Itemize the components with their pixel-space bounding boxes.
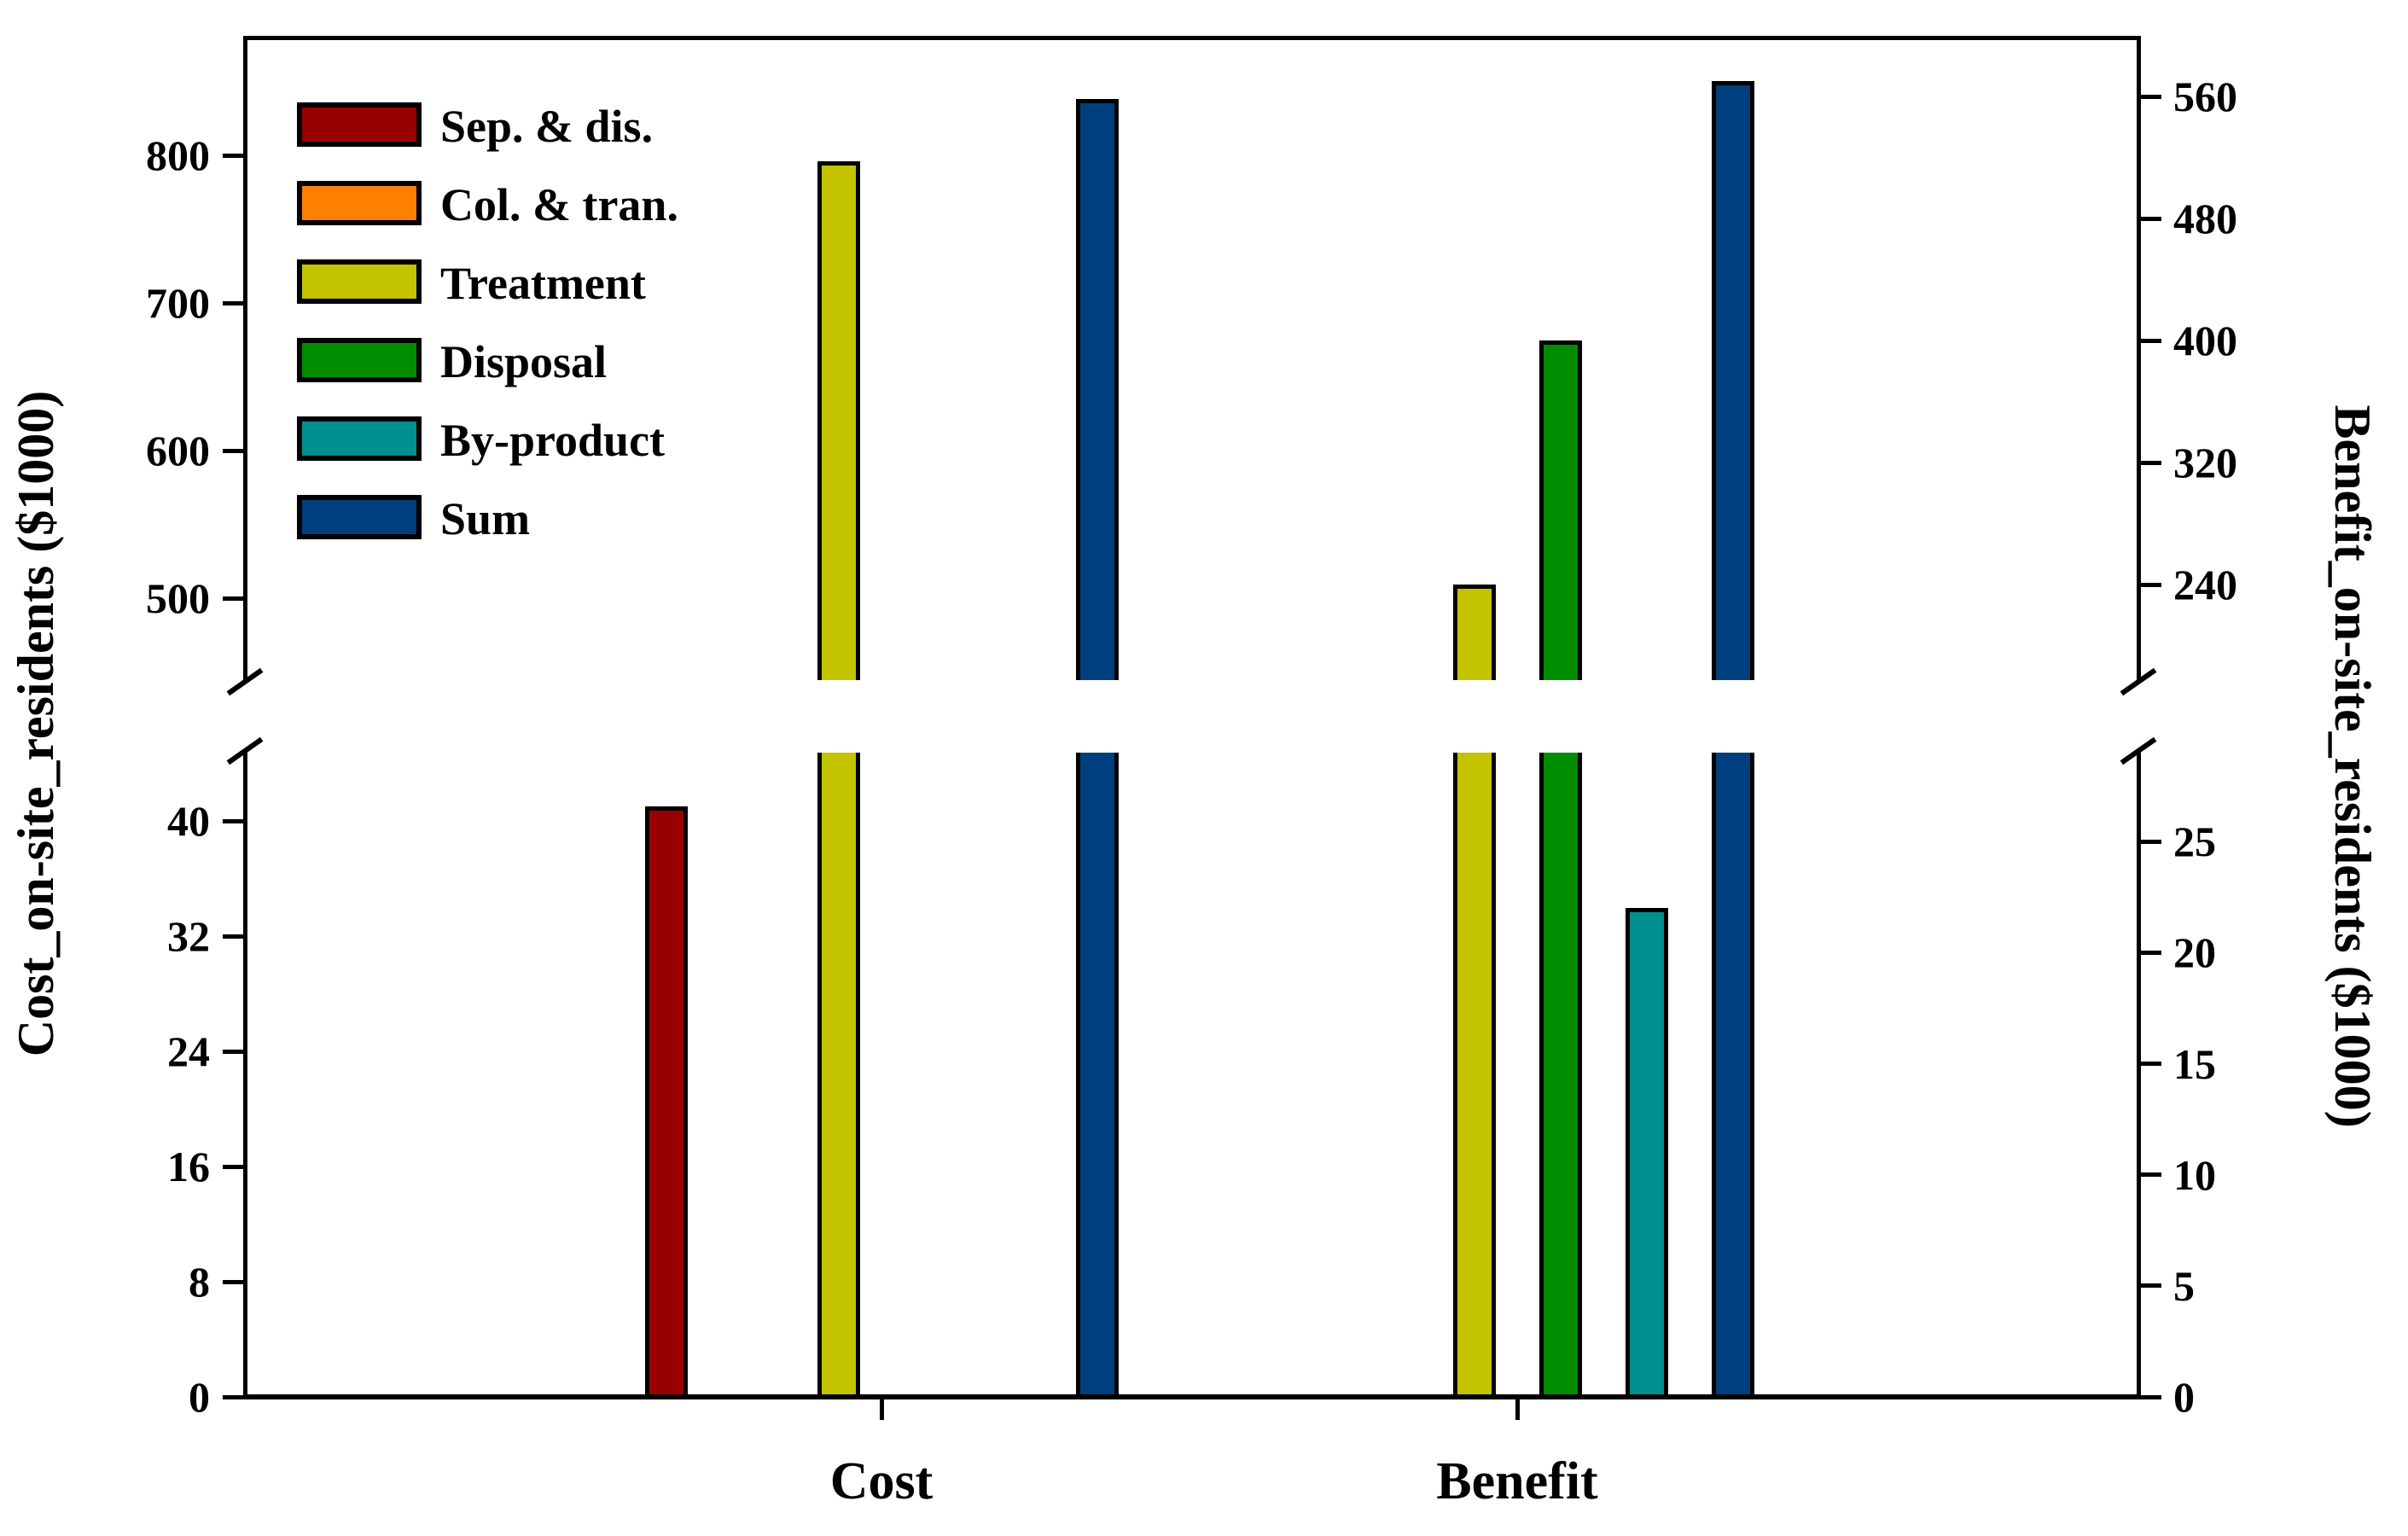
left-spine-upper <box>243 36 247 680</box>
legend-label-sep-dis: Sep. & dis. <box>440 101 654 152</box>
right-bottom-25-label: 25 <box>2173 817 2216 866</box>
legend-item-sum: Sum <box>297 495 894 543</box>
left-top-700-label: 700 <box>146 279 210 327</box>
left-top-500-label: 500 <box>146 574 210 622</box>
legend-swatch-treatment <box>297 259 422 304</box>
left-bottom-0-label: 0 <box>189 1373 210 1421</box>
legend-swatch-sep-dis <box>297 102 422 147</box>
left-top-500-tick <box>223 596 243 601</box>
right-top-240-tick <box>2141 582 2161 587</box>
right-axis-title: Benefit_on-site_residents ($1000) <box>2324 404 2381 1128</box>
left-bottom-16-label: 16 <box>167 1143 210 1190</box>
bar-cost-sum-upper <box>1075 99 1119 680</box>
plot-top-border <box>243 36 2141 40</box>
left-top-700-tick <box>223 300 243 305</box>
right-bottom-5-label: 5 <box>2173 1261 2195 1310</box>
right-top-400-label: 400 <box>2173 317 2237 364</box>
legend-swatch-sum <box>297 495 422 539</box>
right-top-480-tick <box>2141 216 2161 221</box>
legend-swatch-col-tran <box>297 181 422 225</box>
legend-label-col-tran: Col. & tran. <box>440 179 678 230</box>
left-bottom-40-tick <box>223 818 243 823</box>
legend-label-disposal: Disposal <box>440 336 608 387</box>
right-spine-lower <box>2137 753 2141 1397</box>
right-top-240-label: 240 <box>2173 561 2237 608</box>
legend-item-treatment: Treatment <box>297 259 894 307</box>
bar-benefit-sum-lower <box>1711 753 1754 1397</box>
left-bottom-24-label: 24 <box>167 1027 210 1075</box>
right-top-320-label: 320 <box>2173 439 2237 486</box>
legend-label-treatment: Treatment <box>440 258 646 309</box>
legend-item-by-product: By-product <box>297 416 894 464</box>
legend-item-col-tran: Col. & tran. <box>297 181 894 229</box>
legend-label-sum: Sum <box>440 493 531 544</box>
right-bottom-0-label: 0 <box>2173 1373 2195 1421</box>
right-top-320-tick <box>2141 460 2161 465</box>
x-label-benefit: Benefit <box>1436 1452 1598 1510</box>
left-bottom-40-label: 40 <box>167 797 210 845</box>
bar-benefit-treatment-lower <box>1452 753 1496 1397</box>
bar-benefit-treatment-upper <box>1452 585 1496 680</box>
right-top-480-label: 480 <box>2173 195 2237 242</box>
bar-benefit-sum-upper <box>1711 81 1754 680</box>
right-top-560-label: 560 <box>2173 73 2237 120</box>
left-bottom-0-tick <box>223 1394 243 1399</box>
right-spine-upper <box>2137 36 2141 680</box>
x-tick-benefit <box>1515 1399 1520 1420</box>
left-bottom-24-tick <box>223 1049 243 1054</box>
right-bottom-10-label: 10 <box>2173 1150 2216 1199</box>
legend-label-by-product: By-product <box>440 415 666 466</box>
bar-cost-treatment-lower <box>817 753 860 1397</box>
legend-item-disposal: Disposal <box>297 338 894 386</box>
left-spine-lower <box>243 753 247 1397</box>
legend-swatch-disposal <box>297 338 422 382</box>
left-top-800-label: 800 <box>146 131 210 179</box>
right-bottom-20-label: 20 <box>2173 928 2216 977</box>
left-bottom-8-tick <box>223 1279 243 1284</box>
bar-benefit-by-product <box>1625 908 1668 1397</box>
left-top-800-tick <box>223 153 243 158</box>
bar-benefit-disposal-upper <box>1538 340 1582 680</box>
bar-cost-sep-dis <box>644 806 688 1397</box>
right-top-560-tick <box>2141 94 2161 99</box>
left-top-600-label: 600 <box>146 427 210 474</box>
x-axis-line <box>243 1394 2141 1399</box>
legend-item-sep-dis: Sep. & dis. <box>297 102 894 150</box>
right-bottom-5-tick <box>2141 1283 2161 1289</box>
bar-benefit-disposal-lower <box>1538 753 1582 1397</box>
x-tick-cost <box>879 1399 884 1420</box>
legend-swatch-by-product <box>297 416 422 461</box>
left-bottom-16-tick <box>223 1164 243 1169</box>
left-bottom-32-tick <box>223 934 243 939</box>
right-bottom-25-tick <box>2141 839 2161 844</box>
x-label-cost: Cost <box>829 1452 934 1510</box>
right-bottom-20-tick <box>2141 950 2161 955</box>
bar-cost-treatment-upper <box>817 160 860 680</box>
right-bottom-10-tick <box>2141 1172 2161 1178</box>
right-bottom-15-label: 15 <box>2173 1039 2216 1088</box>
left-top-600-tick <box>223 448 243 453</box>
bar-cost-sum-lower <box>1075 753 1119 1397</box>
right-bottom-15-tick <box>2141 1062 2161 1067</box>
right-top-400-tick <box>2141 338 2161 343</box>
right-bottom-0-tick <box>2141 1394 2161 1399</box>
left-bottom-8-label: 8 <box>189 1258 210 1306</box>
left-axis-title: Cost_on-site_residents ($1000) <box>8 390 64 1057</box>
left-bottom-32-label: 32 <box>167 912 210 960</box>
